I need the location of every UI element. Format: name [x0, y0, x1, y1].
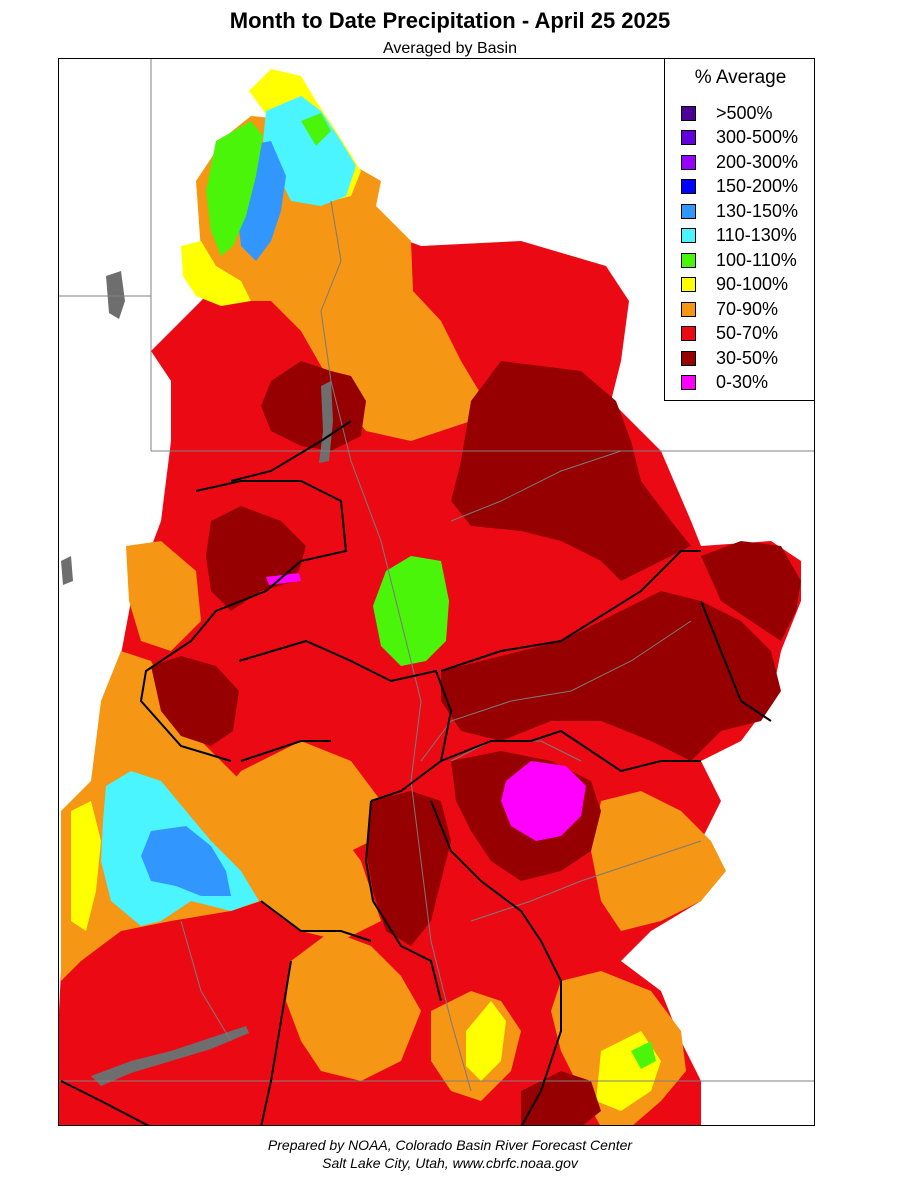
map-canvas: [59, 59, 814, 1125]
region-100-110-northeast-spot: [301, 113, 331, 146]
legend-item: 110-130%: [681, 225, 797, 246]
basin-south-east: [440, 729, 701, 773]
basin-south-center: [364, 800, 442, 1002]
region-30-50-south-center: [366, 791, 451, 946]
region-30-50-west-upper: [206, 506, 306, 611]
state-borders: [59, 59, 814, 1082]
map-title: Month to Date Precipitation - April 25 2…: [229, 8, 671, 33]
region-30-50-far-east: [701, 541, 801, 641]
region-70-90-west-upper: [126, 541, 201, 651]
map-subtitle: Averaged by Basin: [382, 40, 517, 57]
lake-powell-south: [91, 1026, 249, 1086]
basin-boundaries: [60, 420, 772, 1125]
legend-item: 150-200%: [681, 176, 799, 197]
basin-white: [240, 740, 331, 762]
legend-item: 70-90%: [681, 299, 778, 319]
legend-swatch: [681, 203, 696, 219]
legend-swatch: [681, 154, 696, 170]
legend-swatch: [681, 105, 696, 121]
river-colorado: [420, 620, 692, 762]
river-yampa: [450, 450, 622, 522]
lake-great-salt-west: [106, 271, 125, 319]
legend-label: 100-110%: [716, 249, 797, 270]
basin-upper-green: [139, 480, 348, 762]
legend-swatch: [681, 179, 696, 194]
region-90-100-west: [71, 801, 101, 931]
legend-label: 110-130%: [716, 225, 797, 245]
region-110-130-north: [263, 96, 356, 206]
river-green: [320, 200, 472, 1092]
legend-swatch: [681, 375, 696, 390]
legend-item: 300-500%: [681, 127, 799, 148]
region-30-50-west-lower: [151, 656, 239, 746]
legend-item: 30-50%: [681, 348, 778, 368]
region-70-90-southwest: [286, 931, 421, 1081]
region-100-110-north: [206, 121, 263, 256]
basin-upper-north: [230, 420, 352, 482]
legend-label: >500%: [716, 102, 773, 123]
legend: % Average >500% 300-500% 200-300% 150-20…: [664, 58, 815, 401]
region-30-50-southeast-bottom: [521, 1071, 601, 1125]
legend-swatch: [681, 130, 696, 145]
legend-item: >500%: [681, 103, 773, 123]
rivers: [180, 200, 702, 1092]
legend-swatch: [681, 326, 696, 341]
legend-swatch: [681, 252, 696, 268]
legend-label: 200-300%: [716, 151, 799, 172]
legend-item: 100-110%: [681, 250, 797, 270]
lakes: [61, 271, 333, 1086]
legend-item: 90-100%: [681, 274, 789, 295]
region-30-50-east: [441, 591, 781, 761]
region-100-110-south-spot: [631, 1041, 656, 1069]
region-70-90-mid: [201, 741, 381, 881]
basin-center: [238, 639, 453, 802]
lake-west-small: [61, 556, 73, 585]
legend-item: 130-150%: [681, 201, 798, 221]
basin-southwest: [60, 1080, 150, 1125]
region-130-150-southwest: [141, 826, 231, 896]
basin-east: [440, 550, 701, 672]
legend-swatch: [681, 228, 696, 243]
legend-label: 0-30%: [716, 372, 769, 392]
legend-item: 200-300%: [681, 152, 798, 172]
legend-label: 300-500%: [716, 127, 799, 147]
region-30-50-northeast: [451, 361, 691, 581]
legend-swatch: [681, 277, 696, 292]
region-90-100-northwest: [181, 241, 251, 306]
region-0-30-west-spot: [266, 573, 301, 585]
region-0-30-south-center: [501, 761, 586, 841]
footer-credit: Prepared by NOAA, Colorado Basin River F…: [267, 1137, 633, 1153]
basin-far-east: [700, 600, 772, 722]
river-san-juan: [470, 840, 702, 922]
legend-label: 30-50%: [716, 347, 779, 368]
region-70-90-east: [591, 791, 726, 931]
legend-label: 70-90%: [716, 298, 779, 319]
legend-swatch: [681, 301, 696, 317]
legend-label: 90-100%: [716, 274, 789, 294]
legend-label: 150-200%: [716, 176, 799, 196]
lake-reservoir-north: [319, 381, 333, 463]
basin-southwest-mid: [260, 960, 292, 1125]
legend-swatch: [681, 350, 696, 366]
legend-title: % Average: [694, 67, 787, 88]
legend-item: 50-70%: [681, 323, 779, 344]
basin-center-south: [260, 900, 372, 942]
legend-label: 50-70%: [716, 323, 779, 343]
region-90-100-south-center: [466, 1001, 506, 1081]
river-virgin: [180, 920, 232, 1042]
legend-item: 0-30%: [681, 372, 769, 393]
legend-label: 130-150%: [716, 200, 799, 221]
footer-location: Salt Lake City, Utah, www.cbrfc.noaa.gov: [322, 1155, 578, 1171]
basin-southern: [430, 800, 562, 1125]
